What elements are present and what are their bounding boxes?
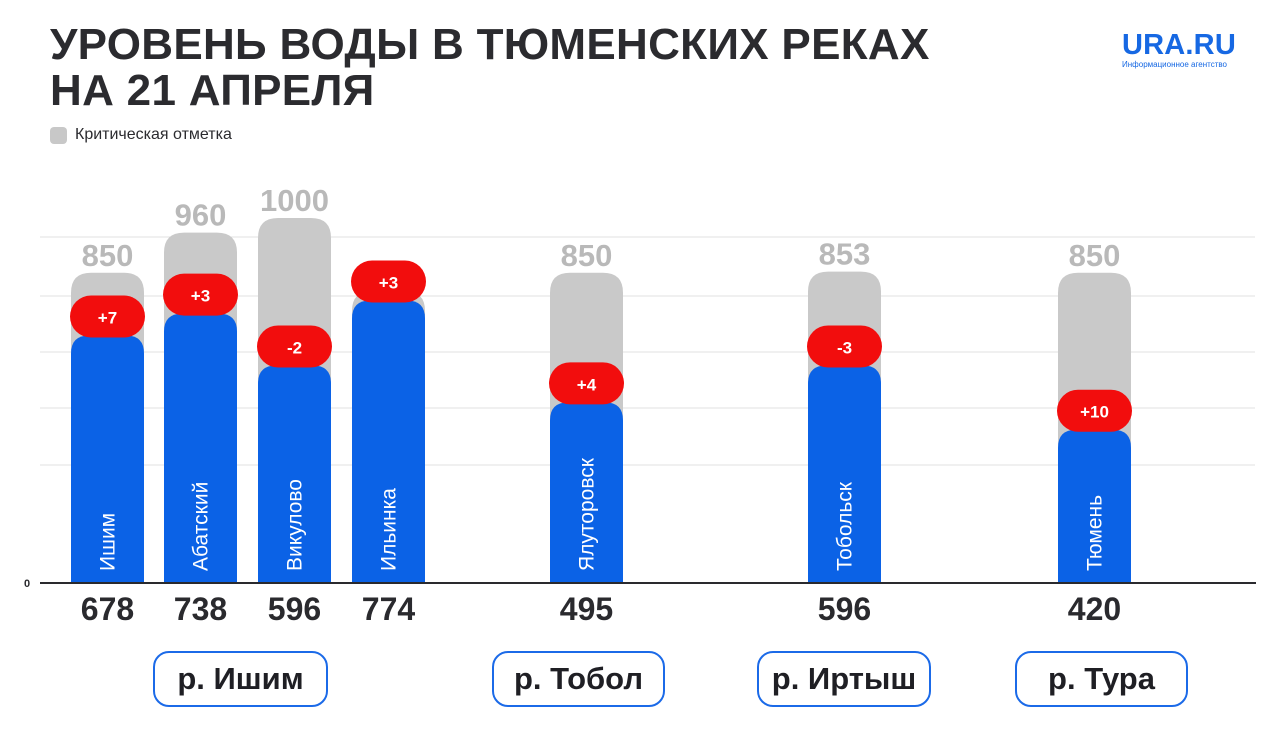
change-label-0: +7 (98, 309, 117, 328)
level-bar-5 (808, 365, 881, 583)
level-value-label-4: 495 (560, 591, 613, 627)
river-button-tobol[interactable]: р. Тобол (492, 651, 665, 707)
level-value-label-6: 420 (1068, 591, 1121, 627)
title-line-2: НА 21 АПРЕЛЯ (50, 66, 375, 115)
level-bar-2 (258, 365, 331, 583)
change-pill-1 (163, 273, 238, 316)
change-label-2: -2 (287, 338, 302, 357)
chart-title: УРОВЕНЬ ВОДЫ В ТЮМЕНСКИХ РЕКАХ НА 21 АПР… (50, 22, 930, 114)
change-label-1: +3 (191, 287, 210, 306)
level-bar-0 (71, 335, 144, 583)
river-button-irtysh[interactable]: р. Иртыш (757, 651, 931, 707)
change-label-4: +4 (577, 375, 597, 394)
category-label-3: Ильинка (378, 488, 401, 571)
change-pill-4 (549, 362, 624, 405)
critical-value-label-2: 1000 (260, 183, 329, 218)
level-value-label-2: 596 (268, 591, 321, 627)
category-label-4: Ялуторовск (576, 457, 599, 571)
critical-value-label-1: 960 (175, 198, 227, 233)
title-line-1: УРОВЕНЬ ВОДЫ В ТЮМЕНСКИХ РЕКАХ (50, 20, 930, 69)
change-pill-2 (257, 325, 332, 368)
level-bar-1 (164, 313, 237, 583)
change-pill-0 (70, 295, 145, 338)
critical-value-label-4: 850 (561, 238, 613, 273)
change-pill-3 (351, 260, 426, 303)
critical-value-label-5: 853 (819, 237, 871, 272)
legend-swatch-critical (50, 126, 67, 144)
category-label-0: Ишим (97, 513, 120, 571)
change-label-5: -3 (837, 338, 852, 357)
category-label-6: Тюмень (1084, 495, 1107, 571)
logo-subtitle: Информационное агентство (1122, 60, 1227, 69)
ura-logo[interactable]: URA.RU Информационное агентство (1122, 30, 1250, 69)
level-bar-3 (352, 300, 425, 583)
category-label-2: Викулово (284, 479, 307, 571)
critical-value-label-6: 850 (1069, 238, 1121, 273)
level-bar-4 (550, 402, 623, 583)
level-value-label-0: 678 (81, 591, 134, 627)
level-bar-6 (1058, 429, 1131, 583)
level-value-label-5: 596 (818, 591, 871, 627)
change-label-6: +10 (1080, 403, 1109, 422)
category-label-5: Тобольск (834, 481, 857, 571)
logo-name: URA.RU (1122, 29, 1236, 61)
change-pill-5 (807, 325, 882, 368)
change-label-3: +3 (379, 273, 398, 292)
level-value-label-1: 738 (174, 591, 227, 627)
change-pill-6 (1057, 389, 1132, 432)
river-button-tura[interactable]: р. Тура (1015, 651, 1188, 707)
legend-label-critical: Критическая отметка (75, 126, 232, 143)
legend: Критическая отметка (50, 126, 232, 144)
y-tick-label-0: 0 (24, 578, 30, 590)
critical-value-label-0: 850 (82, 238, 134, 273)
category-label-1: Абатский (190, 482, 213, 571)
river-button-ishim[interactable]: р. Ишим (153, 651, 328, 707)
level-value-label-3: 774 (362, 591, 416, 627)
